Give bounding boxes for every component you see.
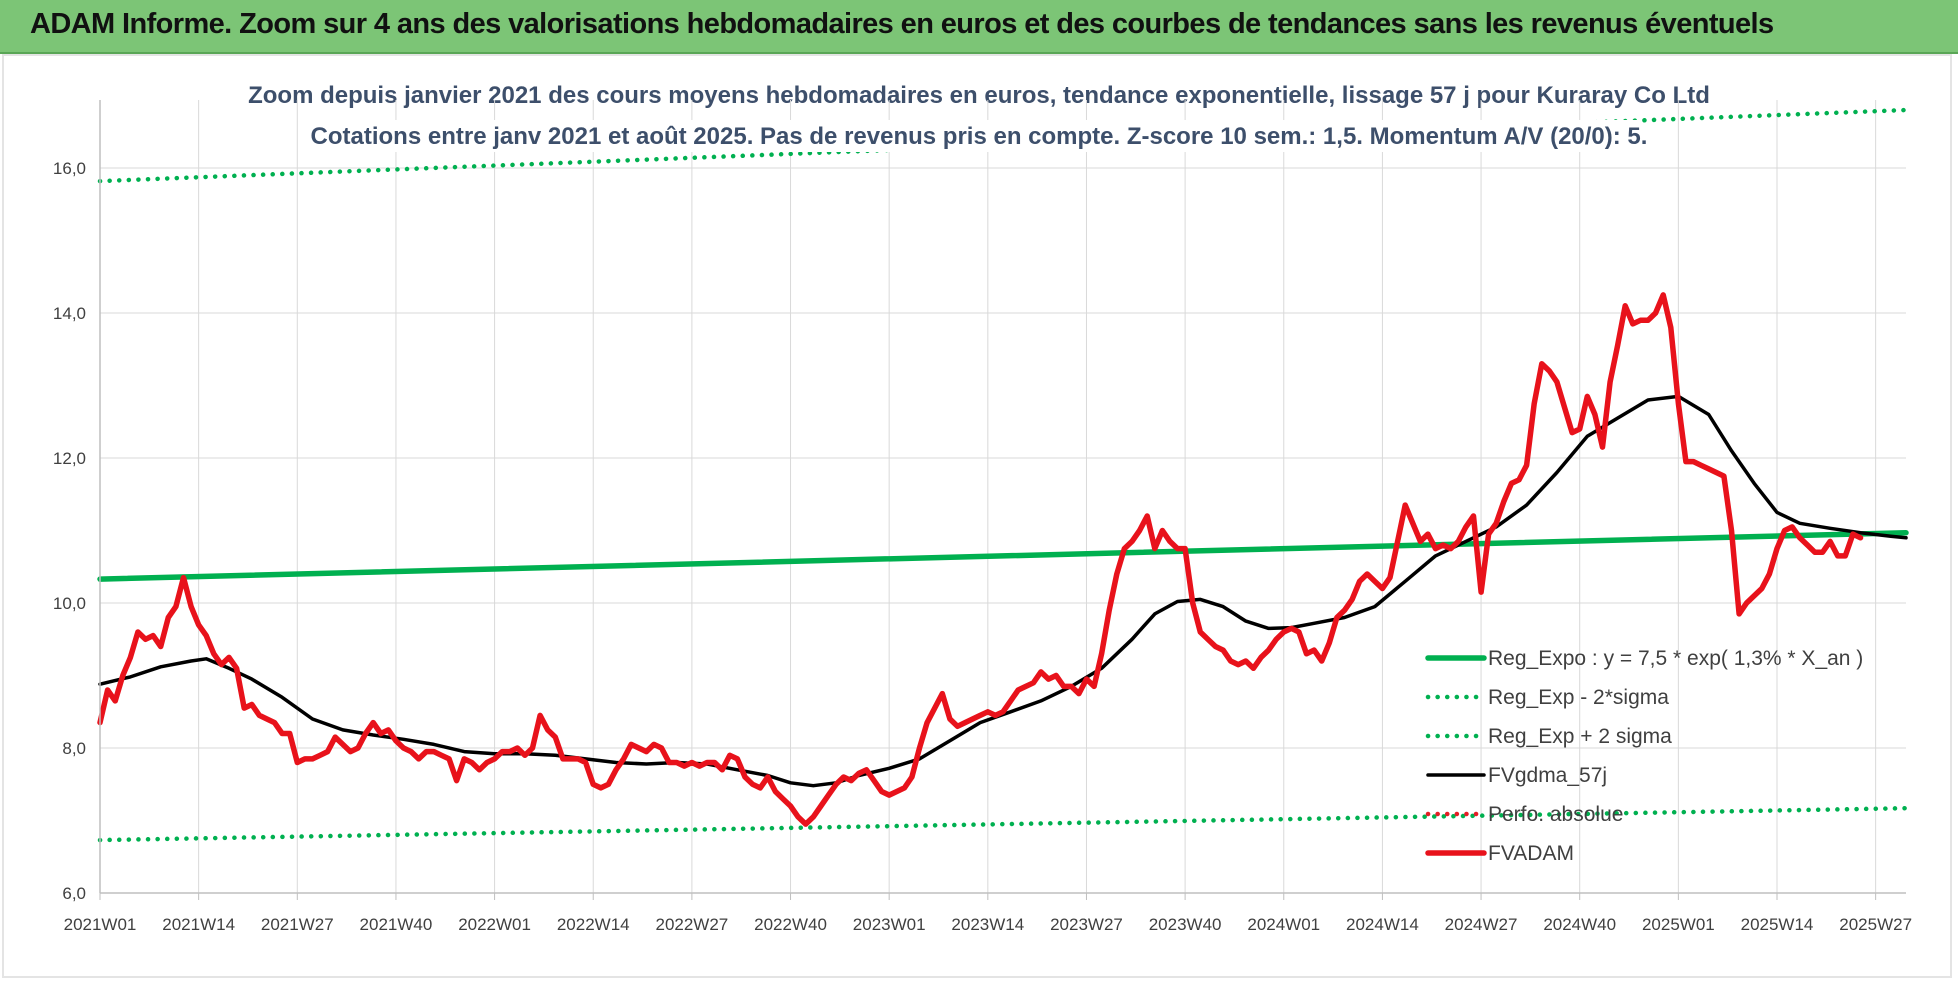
y-tick-label: 8,0 — [62, 739, 86, 758]
chart-subtitle: Cotations entre janv 2021 et août 2025. … — [311, 123, 1648, 150]
x-tick-label: 2025W27 — [1839, 915, 1912, 934]
x-tick-label: 2023W27 — [1050, 915, 1123, 934]
x-tick-label: 2022W01 — [458, 915, 531, 934]
x-tick-label: 2024W01 — [1247, 915, 1320, 934]
x-tick-label: 2025W01 — [1642, 915, 1715, 934]
y-tick-label: 14,0 — [53, 304, 86, 323]
report-banner: ADAM Informe. Zoom sur 4 ans des valoris… — [0, 0, 1958, 54]
legend-label: FVgdma_57j — [1488, 764, 1607, 787]
y-tick-label: 10,0 — [53, 594, 86, 613]
x-tick-label: 2021W01 — [64, 915, 137, 934]
x-tick-label: 2024W14 — [1346, 915, 1419, 934]
regression-line — [97, 529, 1909, 582]
x-tick-label: 2021W14 — [162, 915, 235, 934]
grid — [99, 100, 1906, 894]
x-tick-label: 2021W27 — [261, 915, 334, 934]
lower-band-line — [97, 805, 1909, 843]
y-tick-label: 16,0 — [53, 159, 86, 178]
x-tick-label: 2024W40 — [1543, 915, 1616, 934]
smoothed-line — [98, 394, 1908, 788]
legend-label: Reg_Expo : y = 7,5 * exp( 1,3% * X_an ) — [1488, 647, 1863, 670]
x-tick-label: 2022W40 — [754, 915, 827, 934]
legend-label: Reg_Exp - 2*sigma — [1488, 686, 1669, 709]
chart-frame — [2, 54, 1952, 978]
x-tick-label: 2023W01 — [853, 915, 926, 934]
legend-label: Reg_Exp + 2 sigma — [1488, 725, 1672, 748]
x-tick-label: 2023W14 — [951, 915, 1024, 934]
legend-label: FVADAM — [1488, 842, 1574, 865]
price-line — [97, 292, 1864, 827]
x-tick-label: 2022W27 — [655, 915, 728, 934]
legend: Reg_Expo : y = 7,5 * exp( 1,3% * X_an ) R… — [1425, 647, 1863, 865]
report-title: ADAM Informe. Zoom sur 4 ans des valoris… — [30, 8, 1774, 40]
x-tick-label: 2023W40 — [1149, 915, 1222, 934]
y-tick-label: 6,0 — [62, 884, 86, 903]
x-tick-label: 2025W14 — [1741, 915, 1814, 934]
legend-label: Perfo. absolue — [1488, 803, 1623, 826]
y-tick-label: 12,0 — [53, 449, 86, 468]
x-tick-label: 2022W14 — [557, 915, 630, 934]
axes: 6,0 8,0 10,0 12,0 14,0 16,0 2021W01 2021W14 2021… — [53, 100, 1912, 934]
chart-title: Zoom depuis janvier 2021 des cours moyen… — [248, 82, 1710, 109]
subtitle-backdrop — [316, 120, 1641, 152]
x-tick-label: 2024W27 — [1445, 915, 1518, 934]
x-tick-label: 2021W40 — [360, 915, 433, 934]
